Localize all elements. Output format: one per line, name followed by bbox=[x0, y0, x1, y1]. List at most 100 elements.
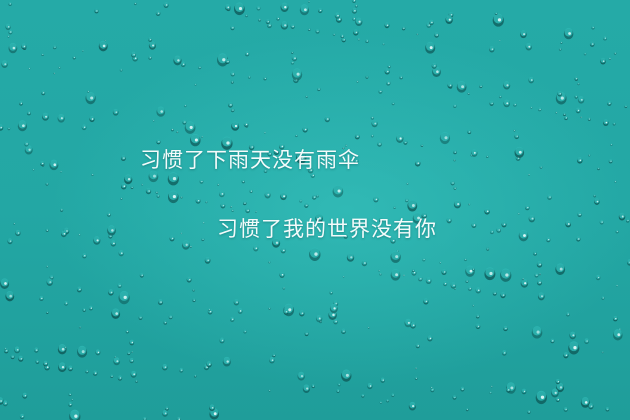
raindrop bbox=[176, 130, 179, 134]
raindrop bbox=[230, 71, 235, 77]
raindrop bbox=[357, 37, 360, 41]
raindrop bbox=[341, 369, 352, 382]
raindrop bbox=[7, 238, 13, 245]
raindrop bbox=[456, 81, 467, 93]
raindrop bbox=[305, 95, 308, 98]
raindrop bbox=[184, 104, 187, 108]
raindrop bbox=[78, 233, 81, 236]
raindrop bbox=[450, 282, 457, 289]
raindrop bbox=[242, 201, 247, 206]
raindrop bbox=[453, 287, 456, 290]
raindrop bbox=[337, 382, 341, 387]
raindrop bbox=[245, 13, 248, 18]
raindrop bbox=[78, 325, 82, 329]
raindrop bbox=[334, 12, 341, 19]
raindrop bbox=[60, 230, 67, 238]
raindrop bbox=[601, 351, 604, 354]
raindrop bbox=[453, 158, 456, 162]
raindrop bbox=[441, 269, 447, 276]
raindrop bbox=[220, 202, 226, 209]
raindrop bbox=[612, 122, 616, 126]
raindrop bbox=[279, 271, 285, 278]
raindrop bbox=[85, 369, 89, 374]
raindrop bbox=[113, 357, 121, 366]
raindrop bbox=[190, 133, 201, 147]
raindrop bbox=[521, 277, 525, 281]
raindrop bbox=[57, 344, 67, 355]
raindrop bbox=[256, 6, 261, 11]
raindrop bbox=[589, 41, 595, 47]
raindrop bbox=[574, 76, 579, 81]
raindrop bbox=[278, 143, 285, 150]
raindrop bbox=[225, 58, 230, 65]
raindrop bbox=[69, 409, 81, 420]
raindrop bbox=[114, 356, 117, 359]
raindrop bbox=[209, 404, 215, 412]
raindrop bbox=[354, 4, 358, 8]
raindrop bbox=[525, 204, 530, 211]
raindrop bbox=[533, 251, 537, 256]
raindrop bbox=[595, 274, 601, 281]
raindrop bbox=[106, 212, 111, 217]
raindrop bbox=[85, 91, 96, 105]
raindrop bbox=[344, 144, 348, 147]
raindrop bbox=[93, 236, 101, 245]
raindrop bbox=[204, 257, 211, 264]
raindrop bbox=[465, 279, 469, 283]
raindrop bbox=[528, 76, 534, 84]
raindrop bbox=[340, 33, 345, 39]
raindrop bbox=[503, 81, 511, 90]
raindrop bbox=[127, 351, 131, 356]
raindrop bbox=[390, 269, 401, 281]
raindrop bbox=[280, 247, 286, 254]
raindrop bbox=[329, 290, 333, 295]
raindrop bbox=[564, 115, 568, 121]
raindrop bbox=[0, 278, 10, 289]
raindrop bbox=[608, 159, 613, 164]
raindrop bbox=[353, 157, 359, 164]
raindrop bbox=[536, 261, 543, 268]
raindrop bbox=[615, 229, 619, 234]
raindrop bbox=[167, 155, 170, 159]
raindrop bbox=[393, 206, 396, 209]
raindrop bbox=[195, 197, 201, 204]
raindrop bbox=[527, 410, 531, 414]
raindrop bbox=[379, 401, 382, 404]
raindrop bbox=[425, 277, 432, 285]
raindrop bbox=[230, 25, 235, 31]
raindrop bbox=[49, 159, 59, 171]
raindrop bbox=[22, 392, 28, 399]
raindrop bbox=[267, 151, 272, 157]
raindrop bbox=[131, 351, 133, 353]
raindrop bbox=[603, 119, 609, 126]
raindrop bbox=[351, 0, 357, 4]
raindrop bbox=[170, 127, 174, 132]
raindrop bbox=[608, 57, 611, 61]
raindrop bbox=[416, 33, 419, 36]
raindrop bbox=[201, 135, 203, 138]
raindrop bbox=[434, 32, 439, 38]
raindrop bbox=[311, 384, 315, 389]
raindrop bbox=[14, 346, 20, 354]
raindrop bbox=[8, 1, 12, 6]
raindrop bbox=[514, 146, 525, 159]
raindrop bbox=[525, 42, 532, 51]
raindrop bbox=[353, 29, 359, 36]
raindrop bbox=[352, 16, 356, 21]
raindrop bbox=[148, 41, 156, 50]
raindrop bbox=[291, 51, 294, 54]
raindrop bbox=[500, 292, 506, 299]
raindrop bbox=[111, 308, 121, 319]
raindrop bbox=[492, 13, 504, 27]
raindrop bbox=[19, 413, 25, 420]
raindrop bbox=[89, 116, 95, 123]
raindrop bbox=[351, 7, 357, 14]
raindrop bbox=[503, 99, 510, 108]
raindrop bbox=[613, 316, 618, 322]
raindrop bbox=[60, 208, 64, 212]
raindrop bbox=[472, 267, 475, 271]
raindrop bbox=[418, 276, 423, 282]
raindrop bbox=[384, 22, 390, 29]
raindrop bbox=[501, 221, 507, 228]
raindrop bbox=[4, 347, 7, 350]
